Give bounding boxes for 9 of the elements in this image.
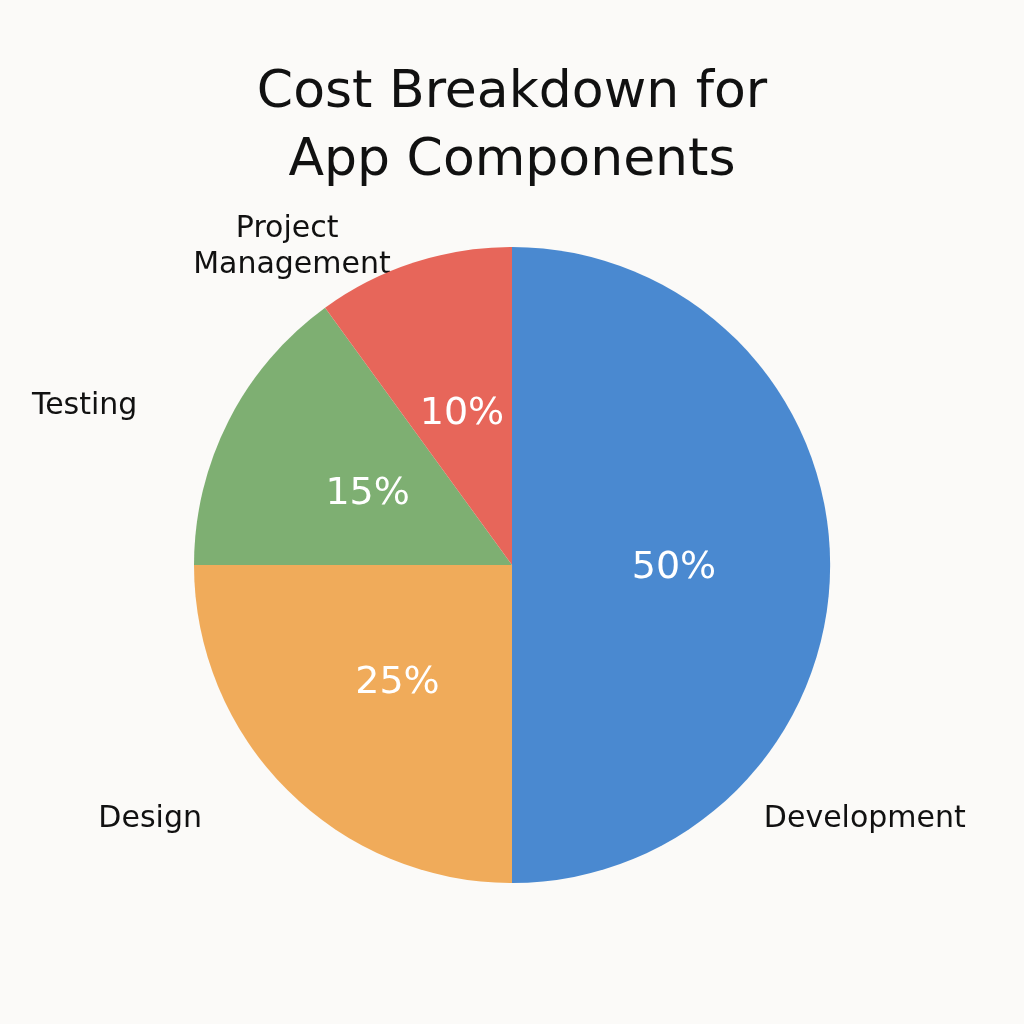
slice-label: Testing: [30, 385, 138, 421]
slice-label: Design: [98, 799, 202, 835]
data-label: 25%: [355, 657, 440, 702]
data-label: 50%: [631, 543, 717, 587]
slice-label: Development: [763, 799, 967, 835]
slice-label: Project Management: [193, 208, 391, 280]
data-label: 15%: [325, 469, 410, 514]
chart-title: Cost Breakdown for App Components: [256, 59, 768, 187]
data-label: 10%: [419, 388, 505, 433]
